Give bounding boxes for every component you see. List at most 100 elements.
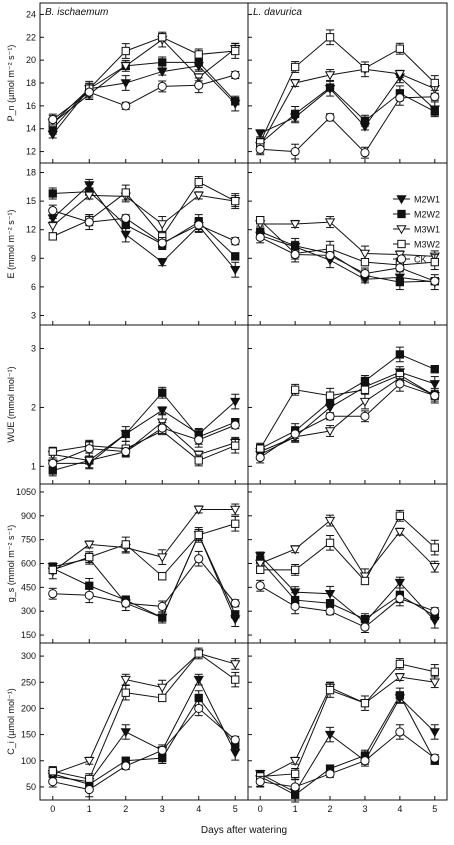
series-line: [259, 697, 436, 793]
data-point: [47, 222, 58, 232]
data-point: [84, 217, 94, 227]
data-point: [395, 93, 405, 103]
y-tick-label: 22: [26, 32, 36, 42]
series-line: [259, 86, 436, 144]
data-point: [430, 92, 440, 102]
data-point: [121, 429, 130, 439]
y-tick-label: 450: [21, 582, 36, 592]
series-M2W2: [256, 83, 439, 150]
data-point: [194, 50, 203, 59]
series-line: [259, 236, 435, 282]
series-line: [260, 519, 436, 578]
data-point: [256, 565, 265, 575]
data-point: [290, 429, 300, 439]
y-tick-label: 20: [26, 55, 36, 65]
legend-entry: CK: [414, 255, 427, 265]
panel-Pn-L. davurica: L. davurica: [247, 2, 448, 164]
data-point: [158, 693, 167, 703]
series-line: [52, 401, 236, 464]
data-point: [360, 116, 370, 125]
data-point: [84, 540, 95, 550]
series-line: [260, 76, 436, 134]
data-point: [48, 206, 58, 216]
series-line: [260, 514, 436, 582]
series-CK: [48, 700, 240, 798]
data-point: [290, 109, 300, 119]
y-tick-label: 300: [21, 651, 36, 661]
series-M3W1: [47, 649, 241, 782]
panel-E-L. davurica: [247, 162, 448, 326]
panel-frame: [247, 642, 448, 801]
y-tick-label: 15: [26, 196, 36, 206]
data-point: [360, 756, 370, 766]
panel-title: B. ischaemum: [45, 7, 108, 18]
data-point: [290, 249, 300, 260]
data-point: [325, 769, 335, 779]
series-CK: [255, 724, 440, 795]
panel-frame: [247, 2, 448, 164]
data-point: [230, 236, 240, 246]
series-line: [52, 652, 236, 775]
series-line: [52, 430, 236, 462]
data-point: [121, 688, 130, 697]
series-CK: [255, 231, 440, 286]
data-point: [325, 538, 335, 547]
data-point: [256, 216, 265, 225]
x-tick-label: 4: [196, 804, 201, 814]
data-point: [231, 610, 240, 619]
x-tick-label: 5: [432, 804, 437, 814]
data-point: [157, 683, 168, 693]
data-point: [325, 411, 335, 421]
data-point: [289, 757, 301, 767]
y-tick-label: 24: [26, 9, 36, 19]
data-point: [395, 593, 405, 604]
data-point: [84, 456, 95, 466]
data-point: [394, 673, 406, 683]
y-axis-label: g_s (mmol m⁻² s⁻¹): [6, 525, 16, 603]
series-M2W1: [255, 231, 440, 291]
series-line: [259, 383, 435, 458]
data-point: [48, 189, 57, 198]
data-point: [121, 46, 130, 56]
data-point: [360, 257, 370, 267]
data-point: [290, 565, 300, 575]
data-point: [359, 397, 371, 407]
data-point: [324, 427, 336, 437]
data-point: [430, 543, 439, 552]
data-point: [429, 678, 440, 688]
panel-frame: [39, 2, 249, 164]
series-line: [52, 697, 236, 785]
data-point: [48, 589, 58, 599]
data-point: [231, 97, 240, 106]
series-M3W1: [47, 31, 241, 131]
y-axis-label: WUE (mmol mol⁻¹): [6, 366, 16, 442]
panel-frame: [39, 324, 249, 485]
series-M2W2: [48, 386, 240, 477]
series-M2W1: [255, 692, 440, 798]
data-point: [193, 505, 204, 515]
data-point: [48, 565, 57, 575]
y-axis-label: C_i (µmol mol⁻¹): [6, 688, 16, 754]
y-tick-label: 900: [21, 511, 36, 521]
series-M3W2: [256, 509, 439, 586]
data-point: [120, 675, 131, 685]
data-point: [430, 365, 439, 374]
data-point: [360, 63, 370, 73]
legend-entry: M3W1: [414, 225, 440, 235]
data-point: [157, 745, 167, 755]
data-point: [394, 527, 406, 538]
panel-frame: [39, 162, 249, 326]
data-point: [395, 659, 405, 669]
legend-marker: [396, 225, 407, 235]
data-point: [157, 553, 168, 563]
data-point: [230, 660, 241, 670]
data-point: [194, 177, 203, 187]
data-point: [290, 782, 300, 792]
legend-entry: M3W2: [414, 240, 440, 250]
data-point: [194, 554, 204, 564]
data-point: [230, 70, 240, 80]
data-point: [157, 81, 167, 92]
data-point: [48, 114, 58, 125]
data-point: [429, 562, 440, 572]
data-point: [290, 385, 300, 394]
